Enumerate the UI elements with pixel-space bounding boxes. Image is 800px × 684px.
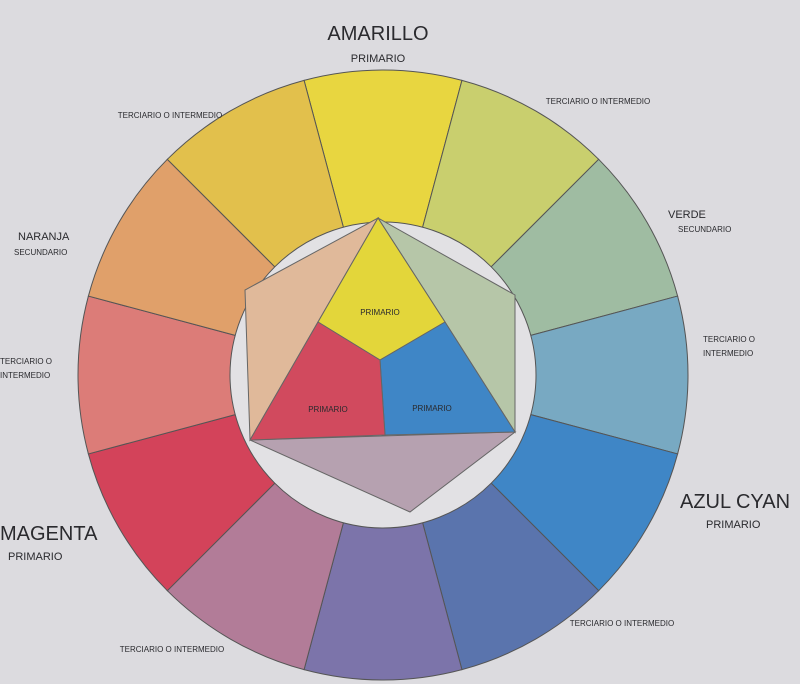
label-kind: PRIMARIO [8, 551, 63, 563]
label-tertiary: TERCIARIO O INTERMEDIO [570, 619, 674, 628]
label-name: AMARILLO [327, 23, 428, 45]
label-name: NARANJA [18, 231, 70, 243]
label-kind: SECUNDARIO [678, 225, 731, 234]
label-tertiary: TERCIARIO O INTERMEDIO [546, 97, 650, 106]
label-tertiary: INTERMEDIO [703, 349, 753, 358]
inner-shapes [244, 216, 517, 513]
label-kind: SECUNDARIO [14, 248, 67, 257]
ring-segment [166, 79, 344, 268]
label-tertiary: TERCIARIO O INTERMEDIO [118, 111, 222, 120]
label-name: VERDE [668, 209, 706, 221]
label-name: AZUL CYAN [680, 491, 790, 513]
label-tertiary: INTERMEDIO [0, 371, 50, 380]
label-tertiary: TERCIARIO O [0, 357, 52, 366]
label-kind: PRIMARIO [351, 53, 406, 65]
inner-red [249, 321, 386, 441]
wheel-ring [77, 69, 689, 681]
inner-violet [249, 431, 517, 513]
label-kind: PRIMARIO [706, 519, 761, 531]
label-name: MAGENTA [0, 523, 98, 545]
inner-label: PRIMARIO [412, 404, 452, 413]
inner-label: PRIMARIO [308, 405, 348, 414]
inner-label: PRIMARIO [360, 308, 400, 317]
label-tertiary: TERCIARIO O [703, 335, 755, 344]
label-tertiary: TERCIARIO O INTERMEDIO [120, 645, 224, 654]
